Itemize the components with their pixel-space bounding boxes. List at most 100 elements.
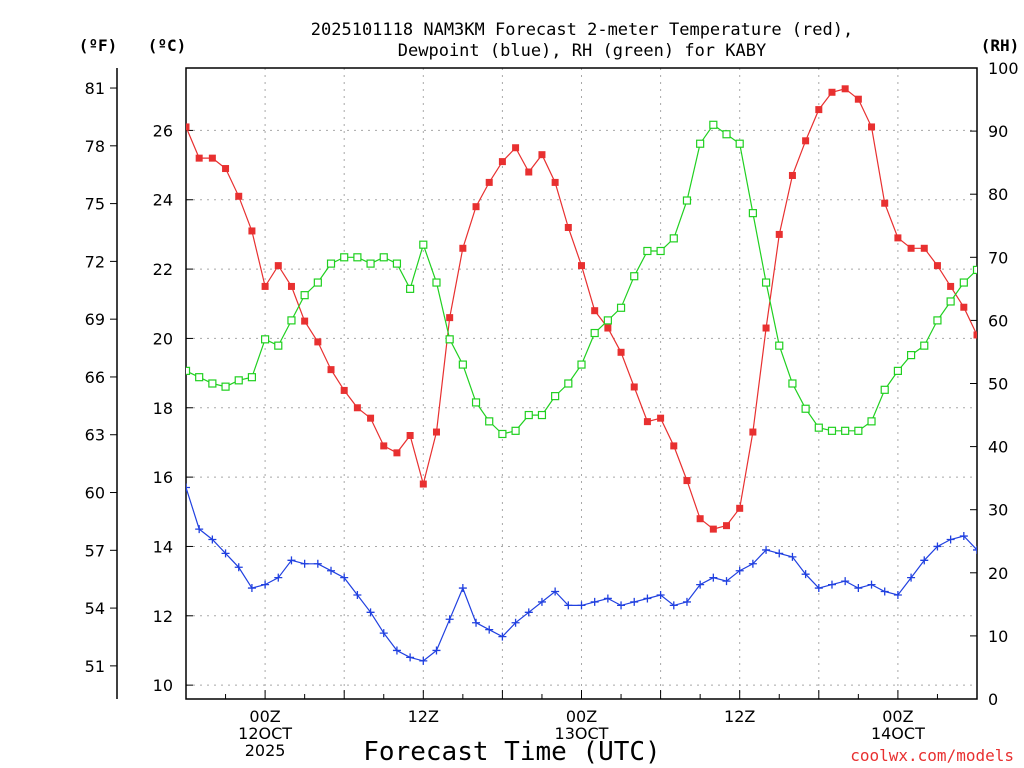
data-point: [274, 573, 283, 582]
data-point: [590, 597, 599, 606]
rh-tick-label: 20: [988, 564, 1008, 583]
data-point: [748, 209, 757, 218]
celsius-tick-label: 12: [153, 607, 173, 626]
data-point: [854, 584, 863, 593]
data-point: [485, 178, 493, 186]
data-point: [445, 335, 454, 344]
data-point: [709, 525, 717, 533]
x-tick-label: 00Z: [249, 707, 280, 726]
fahrenheit-tick-label: 57: [85, 541, 105, 560]
rh-tick-label: 40: [988, 438, 1008, 457]
data-point: [841, 426, 850, 435]
data-point: [186, 366, 191, 375]
data-point: [208, 535, 217, 544]
data-point: [195, 154, 203, 162]
data-point: [933, 316, 942, 325]
data-point: [867, 580, 876, 589]
rh-tick-label: 80: [988, 185, 1008, 204]
data-point: [617, 348, 625, 356]
data-point: [577, 601, 586, 610]
data-point: [775, 341, 784, 350]
fahrenheit-tick-label: 66: [85, 368, 105, 387]
data-point: [446, 314, 454, 322]
data-point: [432, 646, 441, 655]
celsius-tick-label: 18: [153, 399, 173, 418]
data-point: [537, 410, 547, 420]
data-point: [603, 594, 612, 603]
data-point: [761, 278, 771, 287]
data-point: [340, 386, 348, 394]
data-point: [643, 594, 652, 603]
x-tick-label: 00Z: [882, 707, 913, 726]
credit-link[interactable]: coolwx.com/models: [850, 746, 1014, 765]
data-point: [788, 171, 796, 179]
series-layer: [186, 85, 977, 665]
fahrenheit-axis-label: (ºF): [79, 36, 118, 55]
data-point: [867, 417, 876, 426]
data-point: [419, 240, 428, 249]
data-point: [603, 316, 612, 325]
data-point: [564, 601, 573, 610]
data-point: [419, 656, 428, 665]
data-point: [907, 244, 915, 252]
data-point: [854, 426, 863, 435]
data-point: [538, 151, 546, 159]
data-point: [564, 223, 572, 231]
axes: 10 12 14 16 18 20 22 24 26 51 54 57 60 63 66 69 72 75 78 81…: [85, 59, 1019, 709]
data-point: [525, 168, 533, 176]
data-point: [221, 382, 230, 391]
data-point: [946, 297, 955, 306]
data-point: [577, 360, 586, 369]
data-point: [261, 580, 270, 589]
x-tick-label: 13OCT: [555, 724, 609, 743]
celsius-tick-label: 20: [153, 329, 173, 348]
data-point: [511, 426, 520, 435]
data-point: [458, 360, 467, 369]
rh-tick-label: 60: [988, 311, 1008, 330]
data-point: [630, 383, 638, 391]
fahrenheit-tick-label: 54: [85, 599, 105, 618]
data-point: [947, 282, 955, 290]
celsius-tick-label: 14: [153, 537, 173, 556]
data-point: [301, 317, 309, 325]
series-rh: [186, 120, 977, 439]
data-point: [881, 199, 889, 207]
data-point: [802, 137, 810, 145]
data-point: [749, 428, 757, 436]
data-point: [406, 653, 415, 662]
rh-tick-label: 0: [988, 690, 998, 709]
rh-tick-label: 30: [988, 501, 1008, 520]
data-point: [933, 262, 941, 270]
data-point: [498, 429, 507, 439]
x-tick-label: 12Z: [724, 707, 755, 726]
data-point: [801, 570, 810, 579]
data-point: [340, 253, 349, 262]
data-point: [669, 234, 678, 243]
data-point: [643, 246, 652, 256]
data-point: [775, 230, 783, 238]
data-point: [590, 328, 599, 338]
data-point: [894, 234, 902, 242]
data-point: [379, 629, 388, 638]
x-tick-label: 00Z: [566, 707, 597, 726]
data-point: [775, 549, 784, 558]
rh-tick-label: 100: [988, 59, 1019, 78]
data-point: [722, 130, 731, 139]
data-point: [616, 303, 626, 312]
data-point: [380, 442, 388, 450]
series-line: [186, 88, 977, 530]
data-point: [828, 88, 836, 96]
data-point: [432, 428, 440, 436]
data-point: [195, 525, 204, 534]
celsius-axis-label: (ºC): [148, 36, 187, 55]
data-point: [920, 556, 929, 565]
rh-tick-label: 70: [988, 248, 1008, 267]
rh-tick-label: 10: [988, 627, 1008, 646]
data-point: [537, 597, 546, 606]
x-tick-label: 12OCT: [238, 724, 292, 743]
data-point: [392, 646, 401, 655]
data-point: [682, 597, 691, 606]
data-point: [222, 165, 230, 173]
data-point: [340, 573, 349, 582]
